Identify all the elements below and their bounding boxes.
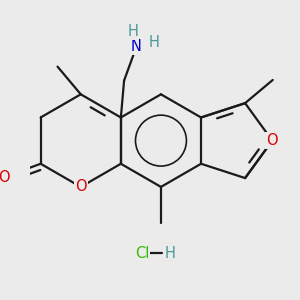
Text: H: H [164, 246, 175, 261]
Text: H: H [127, 24, 138, 39]
Text: Cl: Cl [135, 246, 149, 261]
Text: N: N [131, 39, 142, 54]
Text: O: O [75, 179, 87, 194]
Text: O: O [266, 133, 278, 148]
Text: H: H [148, 35, 159, 50]
Text: O: O [0, 170, 10, 185]
